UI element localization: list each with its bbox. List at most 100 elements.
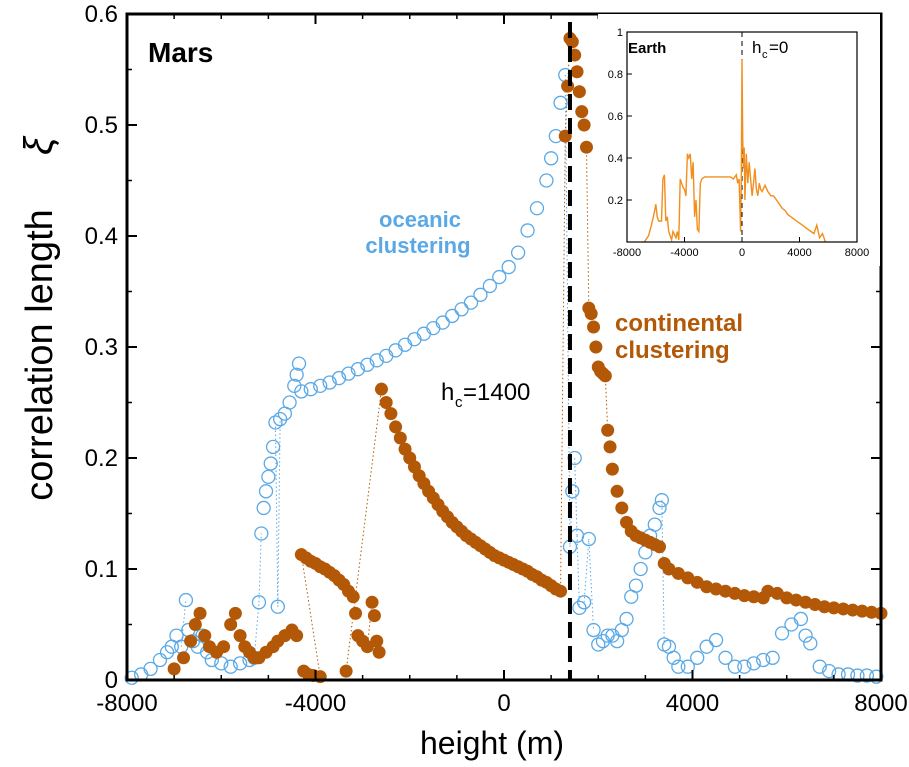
hc-label-h: h xyxy=(441,379,454,406)
continental-point-91 xyxy=(570,65,584,79)
continental-point-1 xyxy=(177,651,191,665)
oceanic-point-108 xyxy=(812,659,827,674)
inset-hc-label-value: =0 xyxy=(769,38,788,57)
oceanic-point-62 xyxy=(543,151,559,166)
continental-drop-connector xyxy=(604,375,609,431)
inset-y-tick-label: 0.2 xyxy=(608,195,623,207)
oceanic-point-58 xyxy=(510,245,526,260)
oceanic-drop-connector xyxy=(576,535,580,608)
continental-point-21 xyxy=(290,629,304,643)
continental-point-106 xyxy=(605,462,619,476)
oceanic-point-36 xyxy=(303,382,318,397)
oceanic-point-67 xyxy=(565,484,580,499)
oceanic-point-26 xyxy=(265,439,281,455)
continental-point-9 xyxy=(224,618,238,631)
oceanic-point-113 xyxy=(859,668,875,683)
oceanic-point-54 xyxy=(473,287,488,302)
oceanic-point-17 xyxy=(232,656,248,671)
mars-x-tick-label: -4000 xyxy=(285,690,346,717)
oceanic-point-52 xyxy=(454,302,469,317)
continental-point-48 xyxy=(379,396,393,409)
oceanic-point-27 xyxy=(268,415,283,430)
oceanic-point-40 xyxy=(341,366,356,381)
oceanic-point-92 xyxy=(671,659,686,674)
continental-point-135 xyxy=(817,600,831,614)
oceanic-point-16 xyxy=(223,659,238,674)
oceanic-point-72 xyxy=(581,531,596,547)
continental-point-38 xyxy=(349,606,363,620)
inset-y-tick-label: 0.8 xyxy=(608,69,623,81)
oceanic-point-2 xyxy=(143,661,158,677)
mars-y-axis-title: correlation length xyxy=(19,209,61,501)
oceanic-point-105 xyxy=(793,611,809,627)
oceanic-point-33 xyxy=(289,367,304,382)
continental-point-42 xyxy=(365,595,379,609)
oceanic-point-39 xyxy=(331,370,347,386)
oceanic-point-8 xyxy=(178,592,194,608)
oceanic-point-64 xyxy=(553,95,568,110)
continental-point-87 xyxy=(561,79,575,93)
oceanic-point-112 xyxy=(850,668,865,683)
oceanic-point-20 xyxy=(251,595,267,610)
inset-y-tick-label: 1 xyxy=(617,27,623,39)
continental-point-89 xyxy=(565,35,579,49)
continental-point-43 xyxy=(367,609,381,623)
continental-drop-connector xyxy=(366,602,373,647)
continental-point-104 xyxy=(601,423,615,437)
oceanic-point-50 xyxy=(435,315,450,330)
continental-point-85 xyxy=(554,584,568,598)
oceanic-point-60 xyxy=(529,201,545,216)
inset-hc-label-sub: c xyxy=(762,49,768,61)
mars-y-axis-label: correlation length xyxy=(19,209,61,501)
oceanic-point-70 xyxy=(572,600,587,615)
oceanic-point-101 xyxy=(756,652,771,668)
continental-label-line1: continental xyxy=(615,310,743,337)
oceanic-label-line2: clustering xyxy=(365,233,470,258)
oceanic-drop-connector xyxy=(274,422,279,607)
inset-y-tick-label: 0.4 xyxy=(608,153,623,165)
oceanic-point-55 xyxy=(482,278,498,294)
continental-point-108 xyxy=(615,501,629,515)
continental-series xyxy=(167,31,888,684)
oceanic-drop-connector xyxy=(661,500,665,645)
oceanic-point-24 xyxy=(261,469,276,485)
oceanic-point-82 xyxy=(628,578,644,593)
continental-point-5 xyxy=(198,629,212,643)
mars-y-axis-symbol-group: ξ xyxy=(17,135,61,155)
continental-point-137 xyxy=(836,602,850,616)
mars-x-tick-label: 0 xyxy=(497,690,510,717)
hc-label-value: =1400 xyxy=(463,379,530,406)
oceanic-point-38 xyxy=(322,375,337,390)
oceanic-point-25 xyxy=(263,456,278,471)
continental-point-139 xyxy=(855,604,869,618)
mars-y-tick-label: 0.1 xyxy=(85,556,118,583)
oceanic-point-98 xyxy=(727,659,743,674)
oceanic-point-22 xyxy=(256,500,271,516)
continental-point-44 xyxy=(370,634,384,648)
earth-inset-panel: -8000 -4000 0 4000 8000 0.20.40.60.81 Earth … xyxy=(598,14,880,266)
continental-point-2 xyxy=(184,634,198,648)
oceanic-point-91 xyxy=(666,650,681,665)
oceanic-point-106 xyxy=(798,628,813,643)
inset-background xyxy=(598,14,880,266)
continental-point-99 xyxy=(589,340,603,354)
continental-point-11 xyxy=(233,629,247,643)
oceanic-drop-connector xyxy=(258,533,262,603)
mars-y-axis-symbol: ξ xyxy=(17,135,61,155)
continental-point-41 xyxy=(360,640,374,654)
oceanic-drop-connector xyxy=(574,457,578,536)
inset-x-tick-label: 0 xyxy=(739,247,745,259)
oceanic-point-93 xyxy=(680,659,695,674)
oceanic-point-53 xyxy=(463,295,479,310)
continental-point-126 xyxy=(737,589,751,603)
continental-point-92 xyxy=(572,85,586,99)
oceanic-point-73 xyxy=(586,622,601,638)
oceanic-drop-connector xyxy=(253,602,260,658)
continental-point-136 xyxy=(827,601,841,615)
mars-y-axis: 0 0.1 0.2 0.3 0.4 0.5 0.6 xyxy=(85,1,881,694)
oceanic-point-29 xyxy=(273,411,288,427)
oceanic-point-23 xyxy=(258,484,274,499)
oceanic-label-line1: oceanic xyxy=(379,207,461,232)
oceanic-point-37 xyxy=(313,378,328,394)
